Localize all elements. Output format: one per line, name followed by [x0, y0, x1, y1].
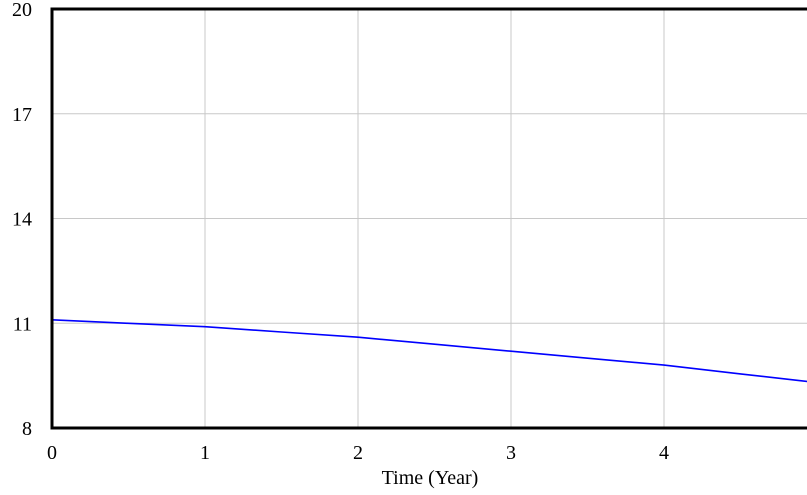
y-tick-label: 20 — [12, 0, 32, 21]
x-tick-label: 4 — [659, 442, 669, 464]
grid — [52, 9, 807, 428]
series-layer — [51, 319, 807, 383]
x-tick-label: 0 — [47, 442, 57, 464]
y-tick-label: 17 — [12, 104, 32, 126]
y-axis: 8 11 14 17 20 — [12, 0, 32, 440]
series-line — [51, 319, 807, 383]
x-tick-label: 2 — [353, 442, 363, 464]
plot-frame — [50, 7, 807, 430]
y-tick-label: 8 — [22, 418, 32, 440]
x-tick-label: 1 — [200, 442, 210, 464]
x-axis-title: Time (Year) — [382, 467, 479, 489]
x-tick-label: 3 — [506, 442, 516, 464]
y-tick-label: 14 — [12, 209, 32, 231]
y-tick-label: 11 — [13, 313, 32, 335]
x-axis: 012345 — [47, 442, 669, 464]
